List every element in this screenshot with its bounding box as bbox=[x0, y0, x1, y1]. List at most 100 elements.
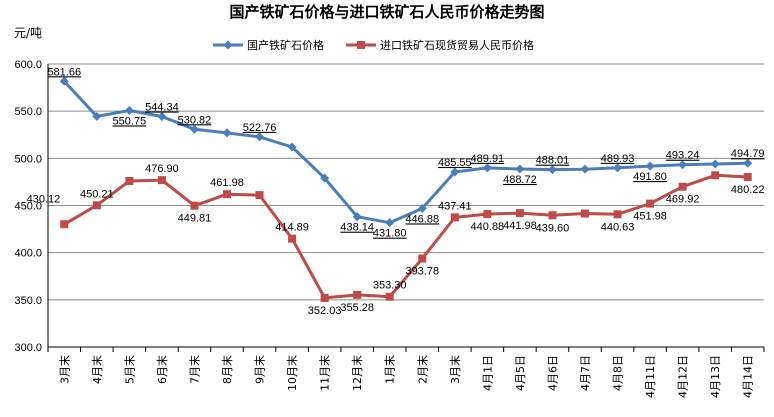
chart-title: 国产铁矿石价格与进口铁矿石人民币价格走势图 bbox=[229, 3, 544, 21]
point-s1-14 bbox=[515, 209, 524, 218]
point-s1-5 bbox=[223, 190, 231, 199]
point-s0-4 bbox=[189, 124, 199, 134]
point-s0-0 bbox=[59, 76, 69, 86]
point-s0-11 bbox=[417, 203, 427, 213]
x-tick-label-3: 6月末 bbox=[155, 355, 169, 384]
legend-label-0: 国产铁矿石价格 bbox=[247, 38, 324, 52]
x-tick-label-4: 7月末 bbox=[187, 355, 201, 384]
x-tick-label-15: 4月6日 bbox=[546, 355, 559, 391]
label-s1-7: 414.89 bbox=[275, 222, 309, 234]
x-tick-label-20: 4月13日 bbox=[709, 355, 722, 398]
y-axis-unit: 元/吨 bbox=[14, 26, 42, 40]
x-tick-label-0: 3月末 bbox=[57, 355, 71, 384]
point-s0-18 bbox=[645, 161, 655, 171]
point-s0-13 bbox=[482, 163, 492, 173]
x-tick-label-19: 4月12日 bbox=[677, 355, 690, 398]
label-s0-4: 530.82 bbox=[178, 114, 212, 126]
point-s0-17 bbox=[613, 163, 623, 173]
label-s0-13: 489.91 bbox=[471, 153, 505, 165]
y-tick-label-6: 600.0 bbox=[14, 59, 42, 71]
point-s0-9 bbox=[352, 212, 362, 222]
point-s0-3 bbox=[157, 112, 167, 122]
point-s1-18 bbox=[646, 199, 655, 208]
point-s1-1 bbox=[92, 201, 101, 210]
point-s0-14 bbox=[515, 164, 525, 174]
point-s0-2 bbox=[124, 105, 134, 115]
label-s0-14: 488.72 bbox=[503, 174, 537, 186]
label-s0-18: 491.80 bbox=[633, 171, 667, 183]
point-s1-12 bbox=[450, 213, 459, 222]
x-tick-label-11: 2月末 bbox=[415, 355, 429, 384]
point-s1-17 bbox=[613, 210, 622, 219]
label-s1-3: 476.90 bbox=[145, 163, 179, 175]
label-s1-4: 449.81 bbox=[178, 213, 212, 225]
label-s1-12: 437.41 bbox=[438, 200, 472, 212]
point-s0-15 bbox=[547, 165, 557, 175]
x-tick-label-16: 4月7日 bbox=[579, 355, 592, 391]
label-s1-15: 439.60 bbox=[536, 222, 570, 234]
point-s0-6 bbox=[255, 132, 265, 142]
point-s0-7 bbox=[287, 142, 297, 152]
label-s1-18: 451.98 bbox=[633, 211, 667, 223]
x-tick-label-6: 9月末 bbox=[253, 355, 267, 384]
label-s0-6: 522.76 bbox=[243, 122, 277, 134]
legend-marker-1 bbox=[357, 41, 365, 49]
label-s1-1: 450.21 bbox=[80, 188, 114, 200]
y-tick-label-4: 500.0 bbox=[14, 153, 42, 165]
x-tick-label-1: 4月末 bbox=[90, 355, 104, 384]
point-s0-16 bbox=[580, 164, 590, 174]
x-tick-label-18: 4月11日 bbox=[644, 355, 657, 398]
point-s0-21 bbox=[743, 158, 753, 168]
point-s1-6 bbox=[255, 191, 264, 200]
label-s1-9: 355.28 bbox=[340, 302, 374, 314]
x-tick-label-9: 12月末 bbox=[350, 355, 364, 391]
label-s1-21: 480.22 bbox=[731, 184, 765, 196]
point-s1-7 bbox=[288, 234, 297, 243]
label-s1-19: 469.92 bbox=[666, 194, 700, 206]
x-tick-label-7: 10月末 bbox=[285, 355, 299, 391]
label-s1-8: 352.03 bbox=[308, 305, 342, 317]
label-s1-13: 440.88 bbox=[471, 221, 505, 233]
x-tick-label-5: 8月末 bbox=[220, 355, 234, 384]
y-tick-label-3: 450.0 bbox=[14, 201, 42, 213]
point-s0-12 bbox=[450, 167, 460, 177]
y-tick-label-0: 300.0 bbox=[14, 342, 42, 354]
label-s1-0: 430.12 bbox=[27, 193, 61, 205]
point-s0-19 bbox=[678, 160, 688, 170]
point-s1-19 bbox=[678, 182, 687, 191]
point-s1-3 bbox=[157, 176, 166, 185]
label-s1-14: 441.98 bbox=[503, 220, 537, 232]
series-layer bbox=[59, 76, 753, 302]
x-tick-label-8: 11月末 bbox=[318, 355, 332, 391]
point-s1-10 bbox=[385, 292, 394, 301]
label-s1-10: 353.30 bbox=[373, 280, 407, 292]
label-s1-17: 440.63 bbox=[601, 221, 635, 233]
label-s0-15: 488.01 bbox=[536, 155, 570, 167]
y-tick-label-2: 400.0 bbox=[14, 248, 42, 260]
label-s0-17: 489.93 bbox=[601, 153, 635, 165]
x-tick-label-13: 4月1日 bbox=[481, 355, 494, 391]
y-tick-label-1: 350.0 bbox=[14, 295, 42, 307]
label-s0-21: 494.79 bbox=[731, 148, 765, 160]
point-s1-20 bbox=[711, 171, 720, 180]
x-tick-label-12: 3月末 bbox=[448, 355, 462, 384]
point-s1-0 bbox=[60, 220, 69, 229]
label-s0-11: 446.88 bbox=[405, 213, 439, 225]
x-tick-label-2: 5月末 bbox=[122, 355, 136, 384]
point-s0-10 bbox=[385, 218, 395, 228]
label-s1-5: 461.98 bbox=[210, 177, 244, 189]
point-s1-2 bbox=[125, 176, 134, 185]
point-s0-8 bbox=[320, 173, 330, 183]
point-s1-9 bbox=[353, 290, 362, 299]
legend-marker-0 bbox=[223, 40, 233, 50]
label-s1-11: 393.78 bbox=[405, 266, 439, 278]
label-s0-3: 544.34 bbox=[145, 102, 179, 114]
point-s1-13 bbox=[483, 210, 492, 219]
point-s0-20 bbox=[710, 159, 720, 169]
point-s1-4 bbox=[190, 201, 199, 210]
series-line-0 bbox=[63, 80, 748, 225]
legend: 国产铁矿石价格 进口铁矿石现货贸易人民币价格 bbox=[213, 38, 534, 52]
series-line-1 bbox=[63, 173, 748, 300]
point-s0-1 bbox=[92, 111, 102, 121]
axes: 300.0 350.0 400.0 450.0 500.0 550.0 600.0 3月末 4月… bbox=[14, 59, 765, 398]
